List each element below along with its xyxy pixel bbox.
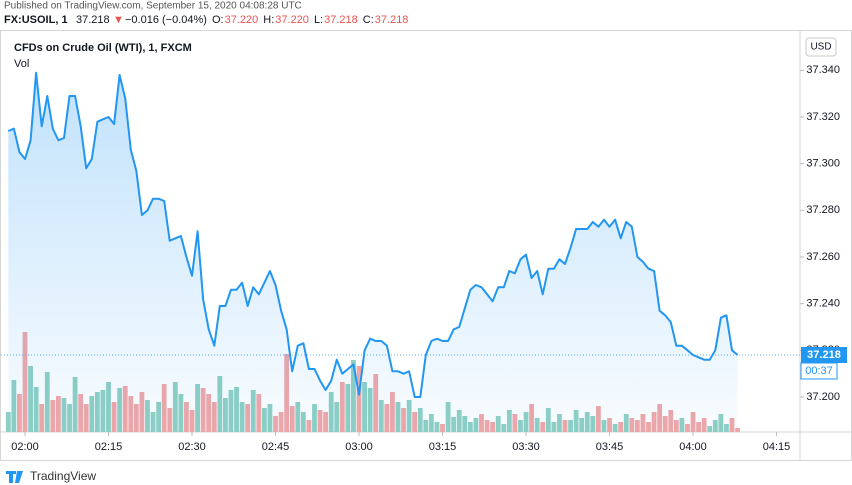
symbol-bar: FX:USOIL, 1 37.218 ▼ −0.016 (−0.04%)	[4, 14, 207, 26]
x-tick-label: 02:30	[178, 441, 206, 453]
x-tick-label: 02:15	[95, 441, 123, 453]
x-tick-label: 04:15	[763, 441, 791, 453]
x-tick-label: 03:45	[596, 441, 624, 453]
ohlc-value: 37.218	[375, 14, 409, 26]
last-value: 37.218	[76, 14, 110, 26]
x-tick-label: 03:15	[429, 441, 457, 453]
ohlc-value: 37.220	[225, 14, 259, 26]
ohlc-value: 37.220	[275, 14, 309, 26]
logo-icon	[6, 471, 23, 483]
y-tick-label: 37.340	[806, 64, 840, 76]
countdown-tag	[800, 362, 838, 380]
chart-title: CFDs on Crude Oil (WTI), 1, FXCM	[14, 42, 192, 54]
x-tick-label: 02:00	[11, 441, 39, 453]
ohlc-label: O:	[212, 14, 224, 26]
y-tick-label: 37.280	[806, 204, 840, 216]
last-price-label: 37.218	[807, 349, 841, 361]
price-area	[8, 72, 738, 432]
change: −0.016 (−0.04%)	[125, 14, 207, 26]
ohlc-label: L:	[314, 14, 323, 26]
countdown: 00:37	[805, 365, 833, 377]
volume-label: Vol	[14, 58, 29, 70]
y-tick-label: 37.240	[806, 298, 840, 310]
x-tick-label: 04:00	[679, 441, 707, 453]
x-tick-label: 02:45	[262, 441, 290, 453]
x-tick-label: 03:30	[512, 441, 540, 453]
y-tick-label: 37.300	[806, 158, 840, 170]
symbol: FX:USOIL, 1	[4, 14, 68, 26]
volume-bar	[5, 412, 11, 432]
change-arrow: ▼	[113, 14, 124, 26]
x-tick-label: 03:00	[345, 441, 373, 453]
y-tick-label: 37.260	[806, 251, 840, 263]
currency-button[interactable]	[805, 37, 837, 57]
price-line	[7, 71, 739, 398]
ohlc-label: C:	[363, 14, 374, 26]
y-tick-label: 37.200	[806, 391, 840, 403]
logo: TradingView	[6, 469, 96, 483]
currency: USD	[810, 42, 831, 53]
plot	[5, 71, 740, 432]
published-note: Published on TradingView.com, September …	[4, 1, 302, 12]
y-tick-label: 37.320	[806, 111, 840, 123]
ohlc-value: 37.218	[324, 14, 358, 26]
ohlc-label: H:	[263, 14, 274, 26]
logo-text: TradingView	[30, 469, 96, 483]
last-price-tag	[801, 347, 847, 363]
